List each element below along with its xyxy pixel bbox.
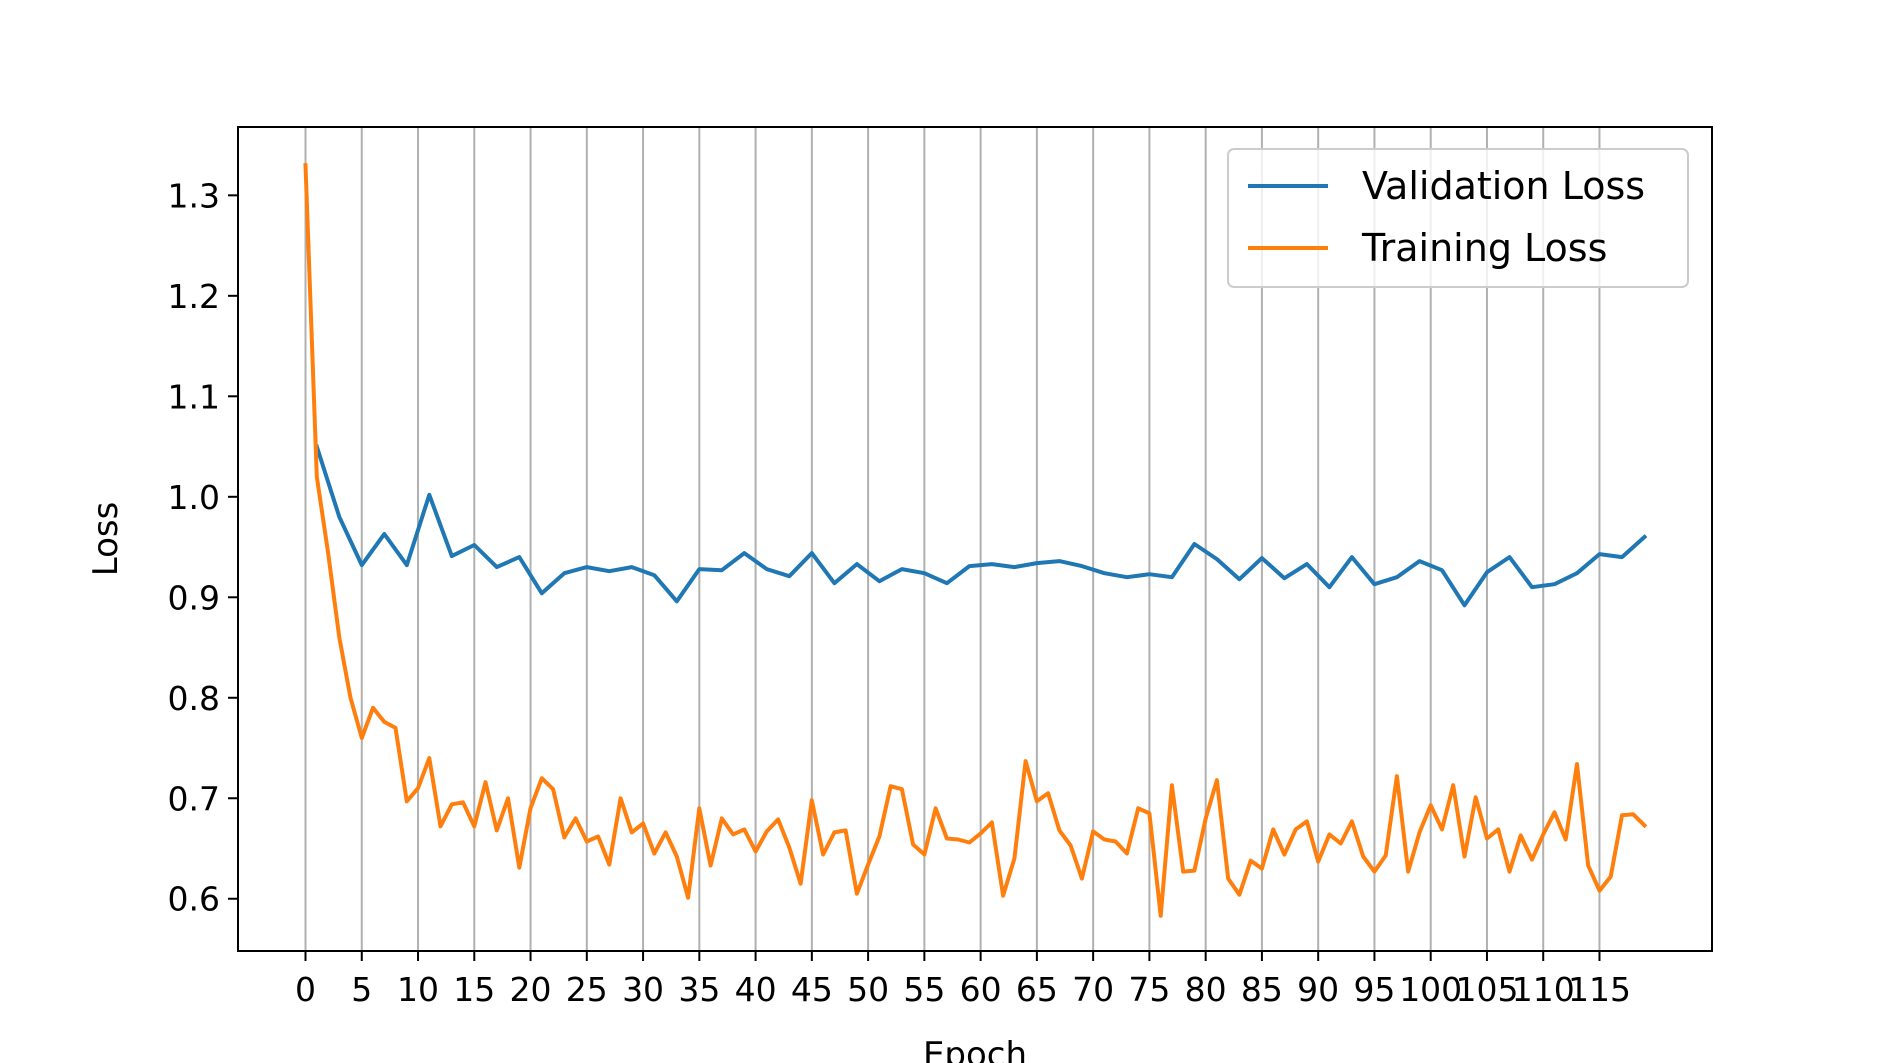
x-tick-label: 105 — [1455, 970, 1518, 1009]
x-tick-label: 25 — [566, 970, 608, 1009]
x-tick-label: 40 — [735, 970, 777, 1009]
x-axis-label: Epoch — [923, 1035, 1027, 1063]
x-tick-label: 20 — [510, 970, 552, 1009]
y-tick-label: 1.0 — [168, 478, 220, 517]
legend-label-training-loss: Training Loss — [1361, 226, 1607, 270]
y-tick-label: 0.7 — [168, 779, 220, 818]
legend: Validation Loss Training Loss — [1227, 148, 1689, 288]
legend-label-validation-loss: Validation Loss — [1362, 164, 1645, 208]
x-tick-label: 15 — [453, 970, 495, 1009]
y-tick-label: 0.9 — [168, 578, 220, 617]
x-tick-label: 90 — [1297, 970, 1339, 1009]
y-tick-label: 0.6 — [168, 880, 220, 919]
x-tick-label: 115 — [1568, 970, 1631, 1009]
x-tick-label: 80 — [1185, 970, 1227, 1009]
x-tick-label: 50 — [847, 970, 889, 1009]
x-tick-label: 85 — [1241, 970, 1283, 1009]
x-tick-label: 65 — [1016, 970, 1058, 1009]
x-tick-label: 30 — [622, 970, 664, 1009]
x-tick-label: 0 — [295, 970, 316, 1009]
y-tick-label: 1.1 — [168, 377, 220, 416]
x-tick-label: 35 — [678, 970, 720, 1009]
y-axis-ticks: 0.6 0.7 0.8 0.9 1.0 1.1 1.2 1.3 — [168, 176, 238, 919]
series-lines — [303, 163, 1648, 918]
series-line-training-loss — [303, 163, 1648, 918]
legend-box — [1227, 148, 1689, 288]
x-gridlines — [304, 127, 1601, 951]
y-axis-label: Loss — [86, 502, 126, 577]
x-tick-label: 100 — [1399, 970, 1462, 1009]
x-tick-label: 75 — [1128, 970, 1170, 1009]
x-tick-label: 70 — [1072, 970, 1114, 1009]
x-tick-label: 95 — [1353, 970, 1395, 1009]
x-tick-label: 10 — [397, 970, 439, 1009]
x-axis-ticks: 0 5 10 15 20 25 30 35 40 45 50 55 60 65 70 75 80 85 90 95 10… — [295, 951, 1631, 1009]
y-tick-label: 1.2 — [168, 277, 220, 316]
y-tick-label: 0.8 — [168, 679, 220, 718]
x-tick-label: 5 — [351, 970, 372, 1009]
x-tick-label: 45 — [791, 970, 833, 1009]
y-tick-label: 1.3 — [168, 176, 220, 215]
plot-frame — [237, 126, 1713, 952]
series-line-validation-loss — [314, 444, 1648, 608]
x-tick-label: 60 — [960, 970, 1002, 1009]
x-tick-label: 55 — [903, 970, 945, 1009]
x-tick-label: 110 — [1512, 970, 1575, 1009]
